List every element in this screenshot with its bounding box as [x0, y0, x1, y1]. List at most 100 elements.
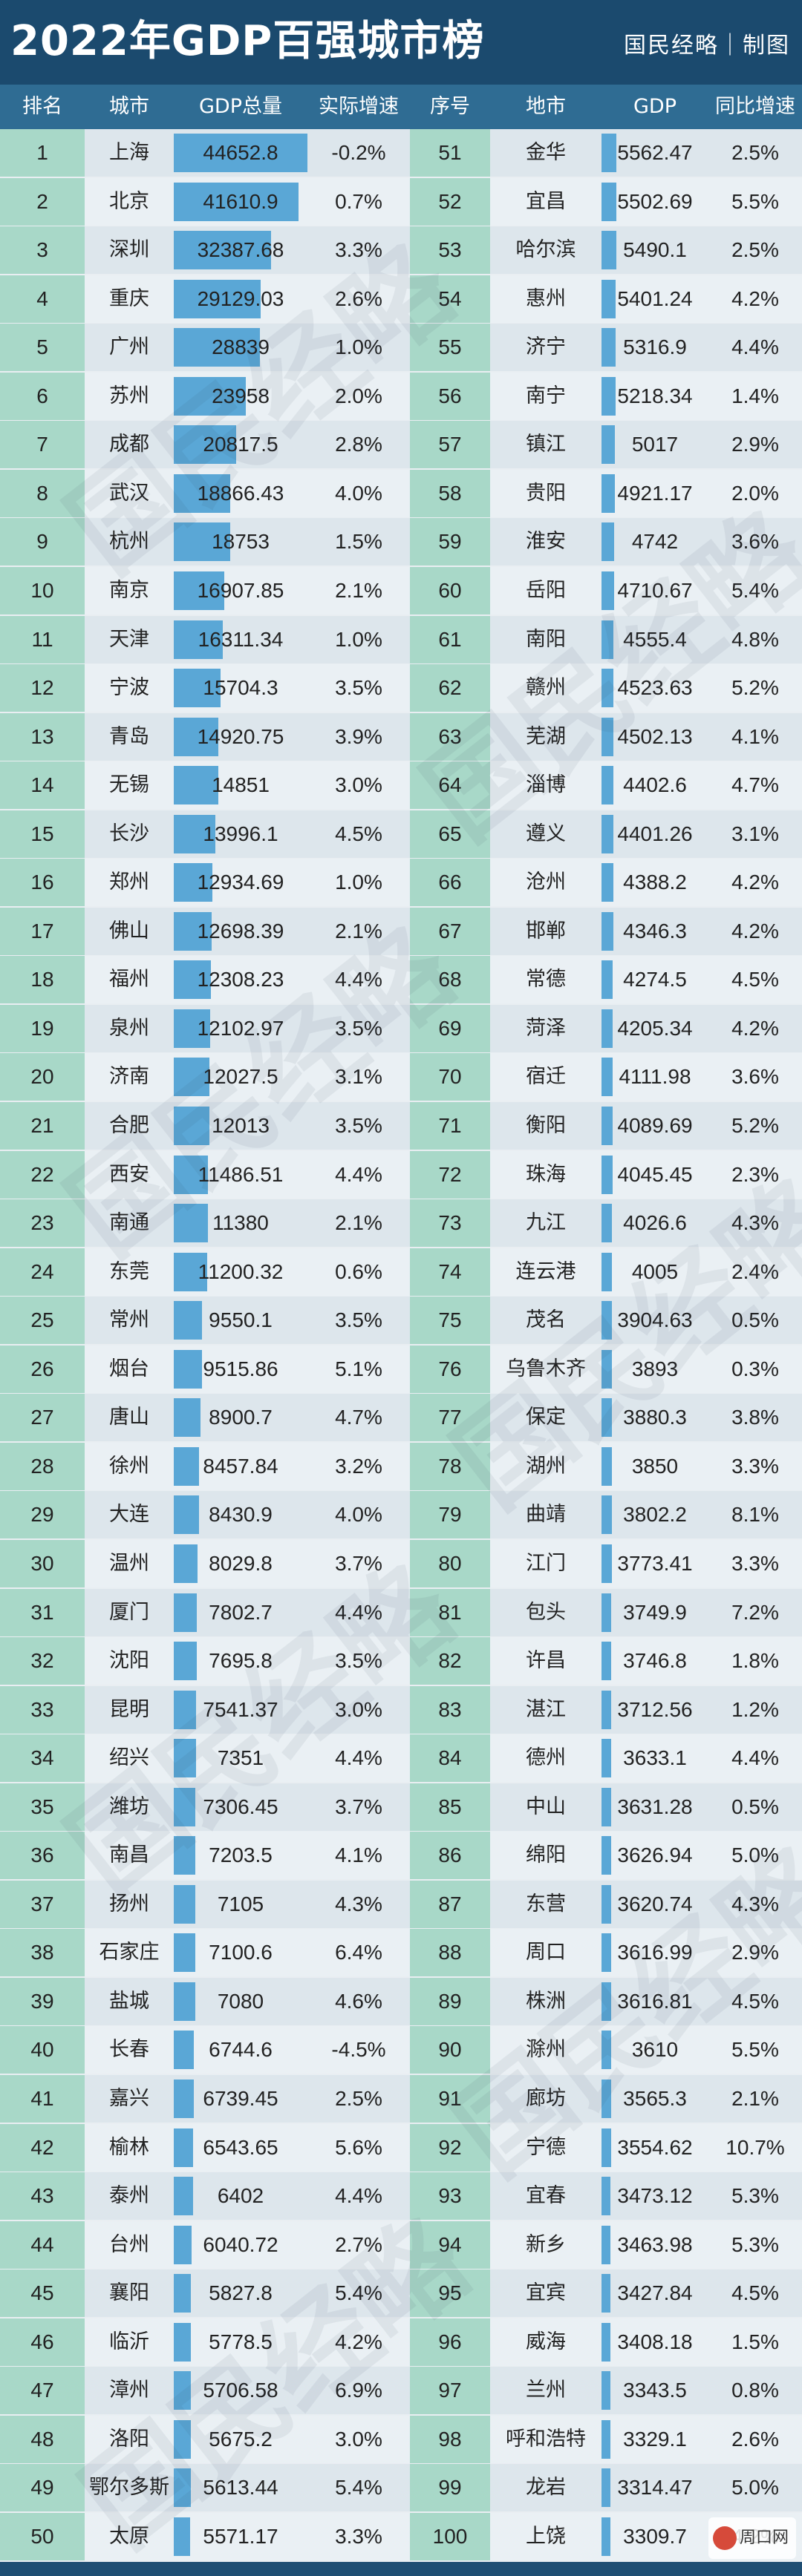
growth-value-2: 5.4%: [731, 579, 779, 602]
rank-cell-2: 52: [438, 190, 462, 213]
rank-cell: 42: [30, 2136, 54, 2159]
gdp-value: 9550.1: [209, 1308, 273, 1331]
growth-value-2: 1.2%: [731, 1698, 779, 1721]
rank-cell-2: 59: [438, 530, 462, 553]
city-cell-2: 九江: [526, 1211, 566, 1234]
row-bg-left: [85, 713, 410, 761]
rank-cell-bg: [0, 421, 85, 468]
growth-value: 1.5%: [335, 530, 382, 553]
rank-cell-bg: [0, 1491, 85, 1538]
gdp-value: 5571.17: [203, 2525, 278, 2548]
rank-cell-bg: [0, 470, 85, 517]
city-cell-2: 南阳: [526, 628, 566, 651]
rank-cell: 44: [30, 2233, 54, 2256]
gdp-value-2: 3309.7: [623, 2525, 687, 2548]
city-cell: 泰州: [109, 2184, 149, 2207]
rank-cell: 50: [30, 2525, 54, 2548]
rank-cell: 39: [30, 1990, 54, 2013]
table-row: 12 宁波 15704.3 3.5% 62 赣州 4523.63 5.2%: [0, 664, 802, 712]
gdp-value-2: 3314.47: [617, 2476, 693, 2499]
table-row: 18 福州 12308.23 4.4% 68 常德 4274.5 4.5%: [0, 956, 802, 1003]
rank-cell: 43: [30, 2184, 54, 2207]
row-bg-right: [490, 2221, 802, 2269]
gdp-value-2: 5218.34: [617, 384, 693, 407]
city-cell-2: 滁州: [526, 2038, 566, 2061]
rank-cell-bg-2: [410, 713, 490, 761]
gdp-value: 7080: [217, 1990, 264, 2013]
rank-cell-bg: [0, 373, 85, 420]
rank-cell-bg: [0, 908, 85, 955]
row-bg-left: [85, 2221, 410, 2269]
city-cell: 盐城: [109, 1990, 149, 2013]
rank-cell: 22: [30, 1163, 54, 1186]
city-cell: 嘉兴: [109, 2087, 149, 2110]
gdp-bar-2: [602, 1009, 613, 1048]
rank-cell-2: 55: [438, 335, 462, 358]
row-bg-left: [85, 1637, 410, 1685]
rank-cell-bg: [0, 1978, 85, 2025]
row-bg-right: [490, 1637, 802, 1685]
growth-value: 4.4%: [335, 1163, 382, 1186]
rank-cell-bg-2: [410, 1199, 490, 1247]
rank-cell-bg: [0, 1637, 85, 1685]
city-cell-2: 许昌: [526, 1649, 566, 1672]
gdp-value: 28839: [212, 335, 270, 358]
gdp-value: 7203.5: [209, 1843, 273, 1867]
gdp-value-2: 4205.34: [617, 1017, 693, 1040]
rank-cell: 5: [36, 335, 48, 358]
rank-cell-bg: [0, 1832, 85, 1879]
rank-cell-2: 54: [438, 287, 462, 310]
row-bg-left: [85, 1589, 410, 1636]
rank-cell-bg-2: [410, 2269, 490, 2317]
growth-value-2: 5.5%: [731, 2038, 779, 2061]
gdp-value: 8029.8: [209, 1552, 273, 1575]
gdp-value: 29129.03: [197, 287, 284, 310]
row-bg-right: [490, 1540, 802, 1587]
rank-cell-bg: [0, 2269, 85, 2317]
row-bg-left: [85, 1199, 410, 1247]
rank-cell: 2: [36, 190, 48, 213]
row-bg-left: [85, 761, 410, 809]
gdp-bar: [174, 1544, 198, 1583]
city-cell: 苏州: [109, 384, 149, 407]
rank-cell-2: 81: [438, 1601, 462, 1624]
table-row: 36 南昌 7203.5 4.1% 86 绵阳 3626.94 5.0%: [0, 1832, 802, 1879]
rank-cell-2: 94: [438, 2233, 462, 2256]
gdp-value: 7541.37: [203, 1698, 278, 1721]
rank-cell-bg-2: [410, 470, 490, 517]
growth-value: 4.0%: [335, 482, 382, 505]
rank-cell-bg: [0, 226, 85, 274]
rank-cell: 21: [30, 1114, 54, 1137]
rank-cell-bg: [0, 2367, 85, 2414]
gdp-bar-2: [602, 231, 616, 269]
growth-value: 2.8%: [335, 433, 382, 456]
growth-value-2: 4.2%: [731, 871, 779, 894]
gdp-bar-2: [602, 2080, 611, 2118]
rank-cell-2: 60: [438, 579, 462, 602]
rank-cell-bg-2: [410, 2172, 490, 2220]
gdp-value: 7351: [217, 1746, 264, 1769]
rank-cell: 12: [30, 676, 54, 699]
table-row: 41 嘉兴 6739.45 2.5% 91 廊坊 3565.3 2.1%: [0, 2075, 802, 2123]
gdp-bar-2: [602, 522, 614, 561]
rank-cell: 40: [30, 2038, 54, 2061]
footer-badge: 周口网: [708, 2517, 796, 2559]
growth-value: 3.5%: [335, 1017, 382, 1040]
growth-value: 1.0%: [335, 335, 382, 358]
city-cell: 宁波: [109, 676, 149, 699]
growth-value-2: 4.2%: [731, 1017, 779, 1040]
gdp-value-2: 3749.9: [623, 1601, 687, 1624]
table-row: 33 昆明 7541.37 3.0% 83 湛江 3712.56 1.2%: [0, 1686, 802, 1734]
table-row: 3 深圳 32387.68 3.3% 53 哈尔滨 5490.1 2.5%: [0, 226, 802, 274]
city-cell: 福州: [109, 968, 149, 991]
city-cell: 广州: [109, 335, 149, 358]
gdp-bar-2: [602, 1058, 613, 1096]
rank-cell-bg-2: [410, 226, 490, 274]
rank-cell-bg: [0, 129, 85, 177]
gdp-value-2: 3802.2: [623, 1503, 687, 1526]
growth-value: 2.7%: [335, 2233, 382, 2256]
row-bg-right: [490, 956, 802, 1003]
rank-cell-bg-2: [410, 1491, 490, 1538]
